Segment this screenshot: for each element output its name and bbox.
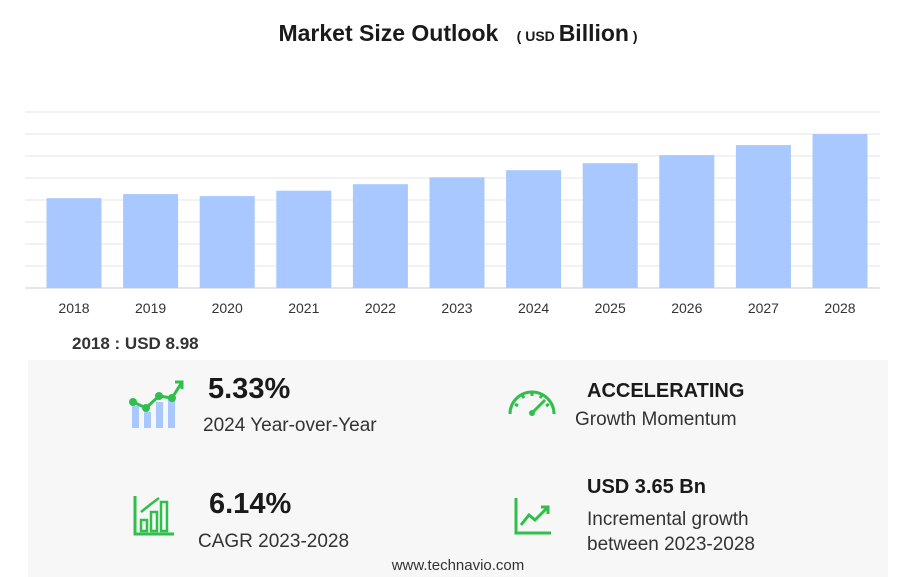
chart-unit-small: USD [525, 28, 555, 44]
chart-bars [46, 134, 868, 288]
baseline-value: 2018 : USD 8.98 [72, 334, 199, 353]
x-tick-label-2026: 2026 [671, 300, 702, 316]
bar-chart: 2018 2019 2020 2021 2022 2023 2024 2025 2026 2027… [25, 111, 880, 316]
x-tick-label-2018: 2018 [58, 300, 89, 316]
x-tick-label-2023: 2023 [441, 300, 472, 316]
bar-2024 [506, 170, 562, 288]
x-tick-label-2025: 2025 [595, 300, 626, 316]
trend-line-icon [514, 498, 551, 535]
chart-title-text: Market Size Outlook [278, 20, 499, 46]
bar-2020 [199, 196, 255, 288]
incremental-label-line2: between 2023-2028 [587, 534, 755, 555]
x-tick-label-2027: 2027 [748, 300, 779, 316]
bar-2025 [582, 163, 638, 288]
bar-2026 [659, 155, 715, 288]
x-tick-label-2019: 2019 [135, 300, 166, 316]
x-tick-label-2020: 2020 [212, 300, 243, 316]
yoy-label: 2024 Year-over-Year [203, 415, 377, 436]
yoy-value: 5.33% [208, 373, 291, 405]
bar-2027 [735, 145, 791, 288]
incremental-value: USD 3.65 Bn [587, 476, 706, 498]
cagr-value: 6.14% [209, 488, 292, 520]
bar-2028 [812, 134, 868, 288]
chart-x-labels: 2018 2019 2020 2021 2022 2023 2024 2025 2026 2027… [58, 300, 855, 316]
x-tick-label-2024: 2024 [518, 300, 549, 316]
footer-url: www.technavio.com [391, 557, 525, 574]
bar-2021 [276, 190, 332, 288]
chart-title: Market Size Outlook ( USD Billion ) [0, 20, 916, 47]
x-tick-label-2021: 2021 [288, 300, 319, 316]
bar-2019 [123, 194, 179, 288]
speedometer-icon [508, 390, 556, 416]
bar-2022 [352, 184, 408, 288]
chart-unit: ( USD Billion ) [516, 20, 638, 46]
momentum-label: Growth Momentum [575, 409, 737, 430]
x-tick-label-2022: 2022 [365, 300, 396, 316]
bar-2023 [429, 177, 485, 288]
momentum-value: ACCELERATING [587, 380, 745, 402]
chart-unit-big: Billion [558, 20, 629, 46]
bar-2018 [46, 198, 102, 288]
x-tick-label-2028: 2028 [824, 300, 855, 316]
incremental-label-line1: Incremental growth [587, 509, 749, 530]
growth-chart-icon [129, 380, 184, 428]
cagr-label: CAGR 2023-2028 [198, 531, 350, 552]
bar-chart-icon [133, 496, 174, 536]
